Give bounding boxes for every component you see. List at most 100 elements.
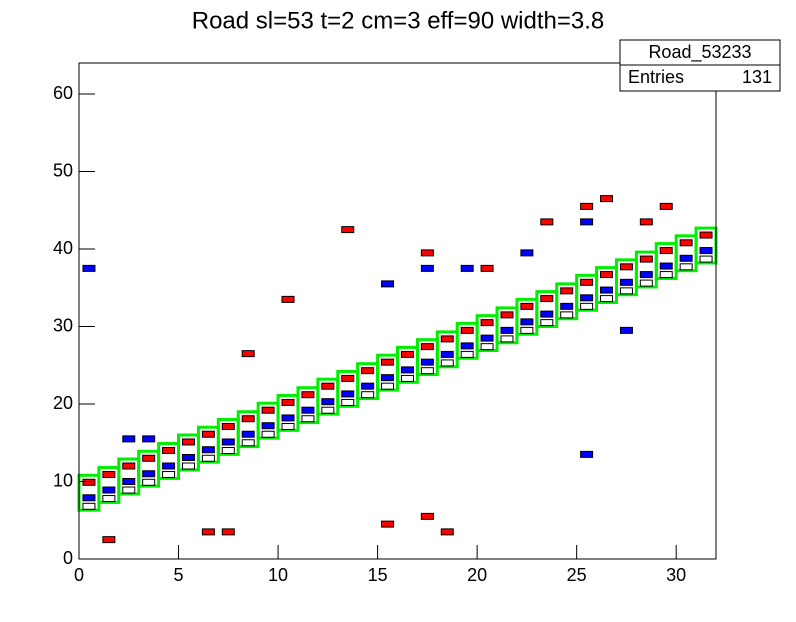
- cell: [241, 439, 255, 447]
- cell: [639, 271, 653, 279]
- cell: [540, 310, 554, 318]
- y-tick-label: 10: [53, 470, 73, 490]
- y-tick-label: 40: [53, 238, 73, 258]
- cell: [381, 382, 395, 390]
- cell: [639, 279, 653, 287]
- cell: [520, 249, 534, 257]
- cell: [102, 486, 116, 494]
- cell: [361, 382, 375, 390]
- cell: [281, 398, 295, 406]
- cell: [679, 254, 693, 262]
- cell: [221, 528, 235, 536]
- cell: [102, 471, 116, 479]
- frame: [78, 62, 717, 560]
- cell: [540, 295, 554, 303]
- cell: [420, 343, 434, 351]
- cell: [420, 367, 434, 375]
- cell: [162, 462, 176, 470]
- cell: [460, 342, 474, 350]
- cell: [82, 494, 96, 502]
- cell: [420, 358, 434, 366]
- stats-entries-label: Entries: [628, 67, 684, 87]
- cell: [142, 454, 156, 462]
- cell: [261, 430, 275, 438]
- cell: [381, 374, 395, 382]
- x-tick-label: 10: [268, 565, 288, 585]
- cell: [580, 450, 594, 458]
- cell: [82, 502, 96, 510]
- cell: [480, 264, 494, 272]
- cell: [321, 382, 335, 390]
- cell: [341, 390, 355, 398]
- cell: [619, 263, 633, 271]
- x-tick-label: 0: [74, 565, 84, 585]
- cell: [580, 302, 594, 310]
- cell: [122, 462, 136, 470]
- cell: [341, 226, 355, 234]
- cell: [142, 478, 156, 486]
- cell: [181, 462, 195, 470]
- cell: [560, 302, 574, 310]
- cell: [400, 366, 414, 374]
- cell: [102, 495, 116, 503]
- cell: [500, 335, 514, 343]
- cell: [500, 326, 514, 334]
- cell: [600, 195, 614, 203]
- cell: [480, 343, 494, 351]
- cell: [142, 435, 156, 443]
- y-tick-label: 50: [53, 160, 73, 180]
- cell: [420, 512, 434, 520]
- cell: [480, 319, 494, 327]
- cell: [699, 247, 713, 255]
- cell: [361, 391, 375, 399]
- cell: [500, 311, 514, 319]
- cell: [301, 415, 315, 423]
- cell: [142, 470, 156, 478]
- cell: [301, 406, 315, 414]
- cell: [699, 255, 713, 263]
- cell: [241, 350, 255, 358]
- cell: [82, 264, 96, 272]
- y-tick-label: 20: [53, 393, 73, 413]
- y-tick-label: 30: [53, 315, 73, 335]
- cell: [619, 278, 633, 286]
- cell: [440, 335, 454, 343]
- cell: [201, 430, 215, 438]
- x-tick-label: 20: [467, 565, 487, 585]
- cell: [659, 247, 673, 255]
- cell: [600, 286, 614, 294]
- cell: [122, 435, 136, 443]
- cell: [600, 271, 614, 279]
- cell: [381, 280, 395, 288]
- cell: [659, 202, 673, 210]
- cell: [201, 446, 215, 454]
- cell: [261, 422, 275, 430]
- cell: [122, 478, 136, 485]
- cell: [520, 302, 534, 310]
- cell: [679, 239, 693, 247]
- cell: [281, 414, 295, 422]
- cell: [580, 294, 594, 302]
- cell: [122, 486, 136, 494]
- cell: [102, 536, 116, 544]
- cell: [201, 454, 215, 462]
- y-tick-label: 0: [63, 548, 73, 568]
- cell: [679, 263, 693, 271]
- cell: [400, 374, 414, 382]
- cell: [480, 334, 494, 342]
- x-tick-label: 15: [368, 565, 388, 585]
- y-tick-label: 60: [53, 83, 73, 103]
- cell: [560, 287, 574, 295]
- cell: [540, 218, 554, 226]
- cell: [659, 262, 673, 270]
- cell: [619, 326, 633, 334]
- cell: [420, 249, 434, 257]
- cell: [361, 367, 375, 375]
- cell: [580, 278, 594, 286]
- cell: [580, 202, 594, 210]
- cell: [221, 422, 235, 430]
- cell: [201, 528, 215, 536]
- cell: [560, 311, 574, 319]
- cell: [540, 319, 554, 327]
